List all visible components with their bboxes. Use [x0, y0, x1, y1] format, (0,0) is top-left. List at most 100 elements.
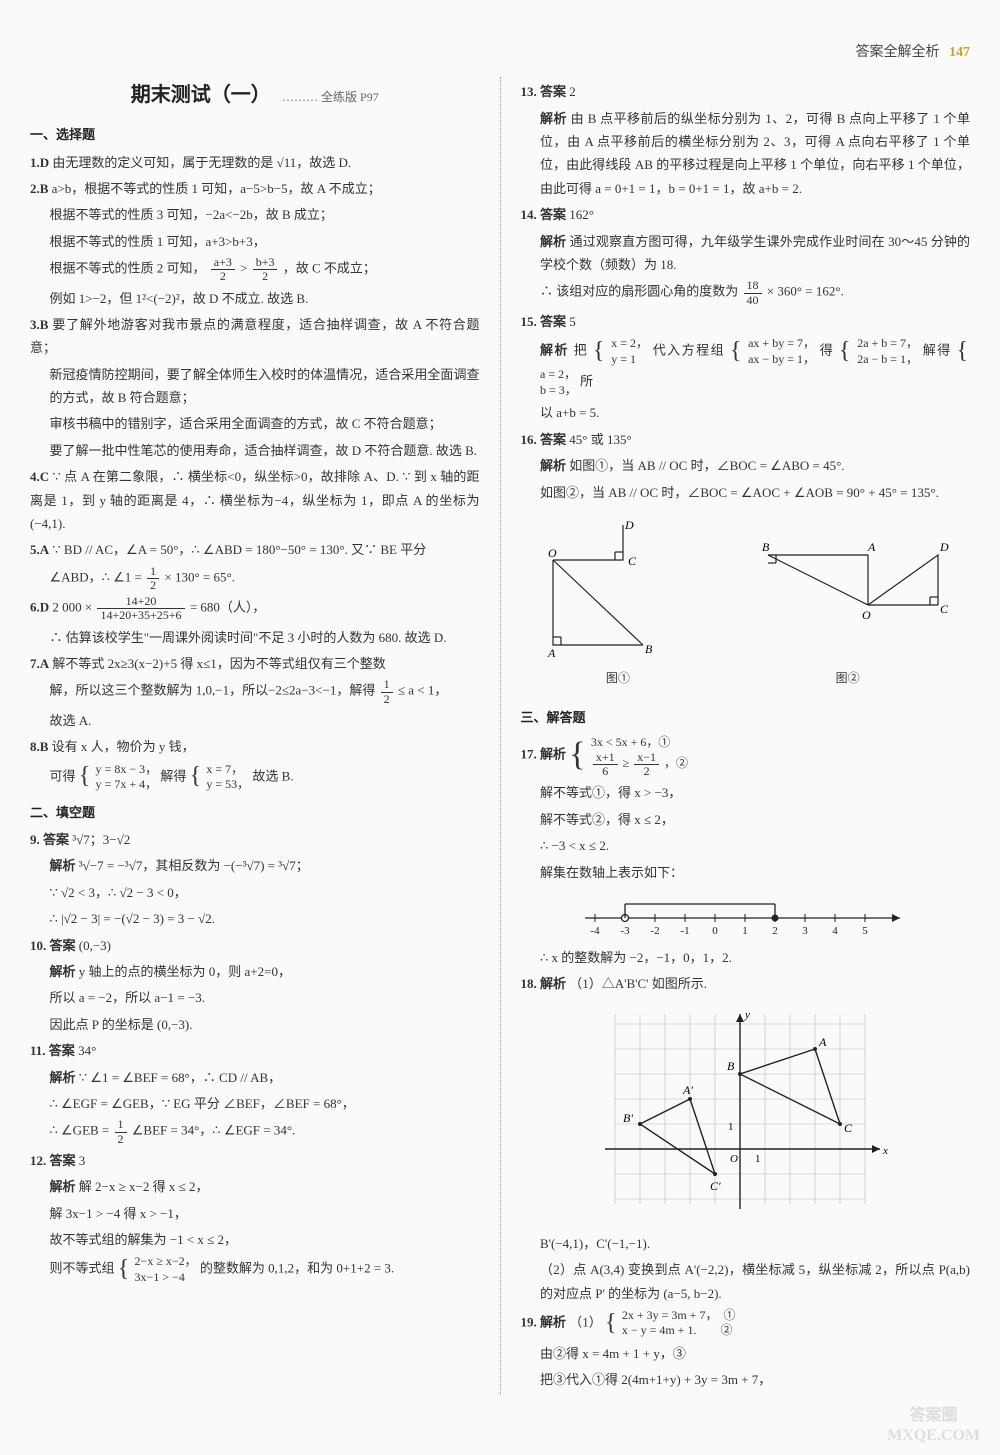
frac-1-2: 12 [147, 565, 159, 592]
q3-l4: 要了解一批中性笔芯的使用寿命，适合抽样调查，故 D 不符合题意. 故选 B. [30, 439, 480, 462]
q15-s1b: y = 1 [611, 352, 636, 366]
q11-ansval: 34° [78, 1043, 96, 1058]
svg-text:y: y [744, 1009, 750, 1021]
q19-l1: 由②得 x = 4m + 1 + y，③ [521, 1342, 971, 1365]
q4: 4.C ∵ 点 A 在第二象限，∴ 横坐标<0，纵坐标>0，故排除 A、D. ∵… [30, 465, 480, 535]
q1-body: 由无理数的定义可知，属于无理数的是 √11，故选 D. [52, 155, 351, 170]
q17-l1: 解不等式①，得 x > −3， [521, 781, 971, 804]
watermark-l1: 答案圈 [887, 1406, 980, 1425]
q11-l3: ∴ ∠GEB = 12 ∠BEF = 34°，∴ ∠EGF = 34°. [30, 1118, 480, 1145]
q3-l1: 要了解外地游客对我市景点的满意程度，适合抽样调查，故 A 不符合题意； [30, 317, 480, 355]
q18-jx: 解析 [540, 976, 566, 991]
svg-text:B: B [727, 1059, 735, 1073]
q15-s2: ax + by = 7， ax − by = 1， [748, 336, 815, 367]
brace-icon: { [190, 766, 202, 788]
q15-s1a: x = 2， [611, 336, 648, 350]
tick: 4 [833, 925, 839, 937]
svg-text:B': B' [623, 1111, 633, 1125]
q15-mid2: 得 [820, 343, 834, 358]
q7: 7.A 解不等式 2x≥3(x−2)+5 得 x≤1，因为不等式组仅有三个整数 [30, 652, 480, 675]
q2-l2: 根据不等式的性质 3 可知，−2a<−2b，故 B 成立； [30, 203, 480, 226]
q12: 12. 答案 3 [30, 1149, 480, 1172]
q12-jx: 解析 解 2−x ≥ x−2 得 x ≤ 2， [30, 1175, 480, 1198]
header-label: 答案全解全析 [856, 45, 940, 60]
q7-l3: 故选 A. [30, 709, 480, 732]
q14-l2: ∴ 该组对应的扇形圆心角的度数为 1840 × 360° = 162°. [521, 279, 971, 306]
q5-l1: ∵ BD // AC，∠A = 50°，∴ ∠ABD = 180°−50° = … [52, 542, 426, 557]
q16-jx: 解析 如图①，当 AB // OC 时，∠BOC = ∠ABO = 45°. [521, 454, 971, 477]
q18: 18. 解析 （1）△A'B'C' 如图所示. [521, 972, 971, 995]
q2-l1: a>b，根据不等式的性质 1 可知，a−5>b−5，故 A 不成立； [52, 181, 381, 196]
q5-l2b: × 130° = 65°. [164, 569, 235, 584]
q3-num: 3.B [30, 317, 48, 332]
q9-ansval: ³√7；3−√2 [72, 832, 130, 847]
q2-l4a: 根据不等式的性质 2 可知， [50, 261, 206, 276]
q2-l3: 根据不等式的性质 1 可知，a+3>b+3， [30, 230, 480, 253]
q9-ans: 答案 [43, 832, 69, 847]
frac-b3-2: b+32 [253, 256, 278, 283]
q11-l3a: ∴ ∠GEB = [50, 1123, 113, 1138]
q15-num: 15. [521, 314, 537, 329]
q15-mid3: 解得 [923, 343, 952, 358]
q4-body: ∵ 点 A 在第二象限，∴ 横坐标<0，纵坐标>0，故排除 A、D. ∵ 到 x… [30, 469, 480, 531]
q18-num: 18. [521, 976, 537, 991]
q7-l2: 解，所以这三个整数解为 1,0,−1，所以−2≤2a−3<−1，解得 12 ≤ … [30, 678, 480, 705]
q15-s3b: 2a − b = 1， [857, 352, 918, 366]
q1: 1.D 由无理数的定义可知，属于无理数的是 √11，故选 D. [30, 151, 480, 174]
q13-num: 13. [521, 84, 537, 99]
q13-ans: 答案 [540, 84, 566, 99]
q9-jx-label: 解析 [50, 858, 76, 873]
svg-text:C: C [628, 554, 637, 568]
q11-l3b: ∠BEF = 34°，∴ ∠EGF = 34°. [132, 1123, 296, 1138]
q16-l1: 如图①，当 AB // OC 时，∠BOC = ∠ABO = 45°. [569, 458, 844, 473]
q14-ans: 答案 [540, 207, 566, 222]
q2-l5: 例如 1>−2，但 1²<(−2)²，故 D 不成立. 故选 B. [30, 287, 480, 310]
tick: 3 [803, 925, 809, 937]
left-column: 期末测试（一） ……… 全练版 P97 一、选择题 1.D 由无理数的定义可知，… [30, 77, 480, 1395]
q15-tail: 所 [580, 374, 593, 389]
q9-l3: ∴ |√2 − 3| = −(√2 − 3) = 3 − √2. [30, 907, 480, 930]
svg-text:A: A [818, 1035, 827, 1049]
svg-text:B: B [762, 540, 770, 554]
q8-sys2a: x = 7， [206, 762, 243, 776]
figure-1-svg: O D C A B [533, 515, 703, 665]
q11-ans: 答案 [49, 1043, 75, 1058]
brace-icon: { [593, 341, 605, 363]
q19-num: 19. [521, 1314, 537, 1329]
svg-text:C': C' [710, 1179, 721, 1193]
q13-ansval: 2 [569, 84, 576, 99]
column-divider [500, 77, 501, 1395]
q12-l2: 解 3x−1 > −4 得 x > −1， [30, 1202, 480, 1225]
svg-text:x: x [882, 1145, 888, 1157]
svg-text:1: 1 [728, 1121, 734, 1133]
brace-icon: { [605, 1313, 617, 1335]
q12-l4: 则不等式组 { 2−x ≥ x−2， 3x−1 > −4 的整数解为 0,1,2… [30, 1254, 480, 1285]
q13-l1: 由 B 点平移前后的纵坐标分别为 1、2，可得 B 点向上平移了 1 个单位，由… [540, 111, 970, 196]
q8-tail: 故选 B. [252, 768, 293, 783]
q8: 8.B 设有 x 人，物价为 y 钱， [30, 735, 480, 758]
q10-jx: 解析 y 轴上的点的横坐标为 0，则 a+2=0， [30, 960, 480, 983]
q17-num: 17. [521, 747, 537, 762]
q6-l2: ∴ 估算该校学生"一周课外阅读时间"不足 3 小时的人数为 680. 故选 D. [30, 626, 480, 649]
q11: 11. 答案 34° [30, 1039, 480, 1062]
frac-18-40: 1840 [744, 279, 762, 306]
q16: 16. 答案 45° 或 135° [521, 428, 971, 451]
q8-sys1: y = 8x − 3， y = 7x + 4， [96, 762, 158, 793]
q12-l4b: 的整数解为 0,1,2，和为 0+1+2 = 3. [200, 1261, 394, 1276]
q15-s2a: ax + by = 7， [748, 336, 815, 350]
q13-jx-label: 解析 [540, 111, 567, 126]
svg-text:B: B [645, 642, 653, 656]
q15-s3a: 2a + b = 7， [857, 336, 918, 350]
q9-l1: ³√−7 = −³√7，其相反数为 −(−³√7) = ³√7； [79, 858, 309, 873]
q14-ansval: 162° [569, 207, 594, 222]
title-block: 期末测试（一） ……… 全练版 P97 [30, 77, 480, 113]
q16-ans: 答案 [540, 432, 566, 447]
svg-text:C: C [940, 602, 949, 616]
q15-s3: 2a + b = 7， 2a − b = 1， [857, 336, 918, 367]
brace-icon: { [839, 341, 851, 363]
q19-pre: （1） [569, 1314, 602, 1329]
q9-l2: ∵ √2 < 3，∴ √2 − 3 < 0， [30, 881, 480, 904]
tick: 2 [773, 925, 779, 937]
figure-2: B A O D C 图② [738, 515, 958, 690]
q19-jx: 解析 [540, 1314, 566, 1329]
